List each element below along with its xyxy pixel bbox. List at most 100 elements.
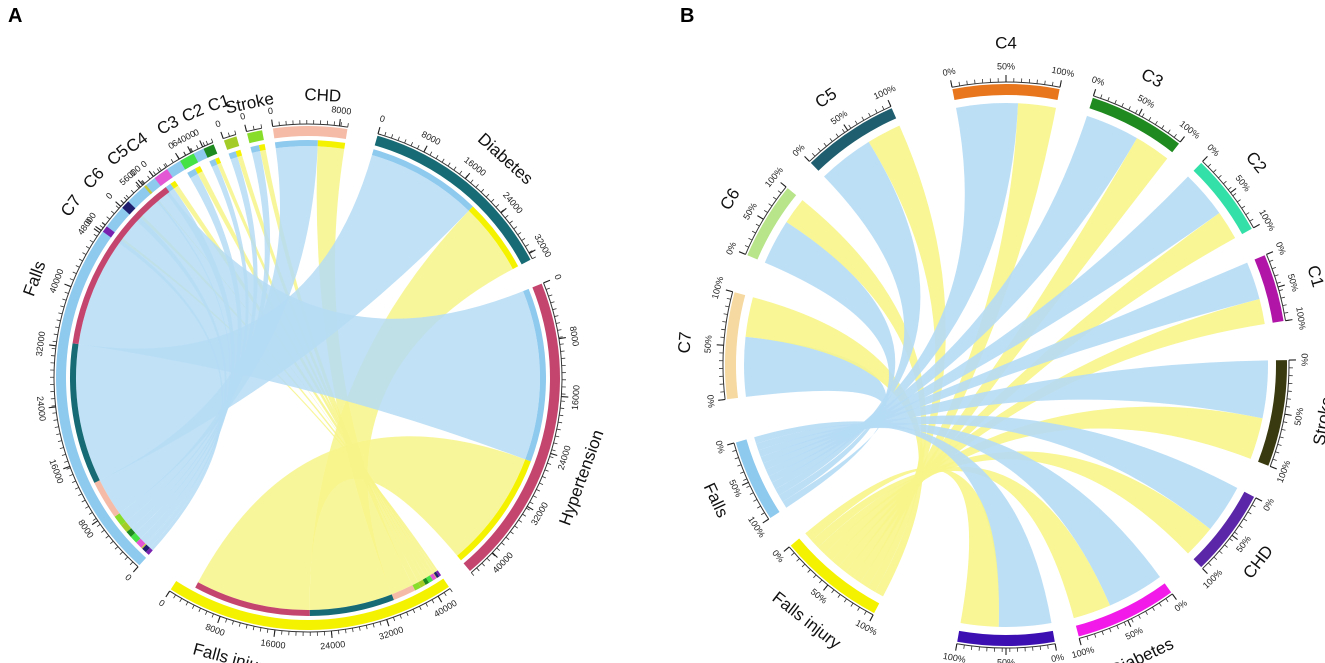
tick-c4-minor-tick: [163, 163, 167, 168]
tick-b-diabetes-minor-tick: [1094, 633, 1097, 638]
tick-hypertension-minor-tick: [501, 542, 505, 546]
tick-diabetes-minor-tick: [517, 232, 522, 236]
tick-b-falls-injury-minor-tick: [819, 579, 823, 584]
tick-c4-axis-line: [153, 167, 167, 177]
tick-b-c4-minor-tick: [1044, 80, 1046, 85]
source-band-falls-c1: [121, 521, 132, 532]
tick-b-falls-tick-label: 0%: [714, 439, 727, 454]
falls-major-tick: [49, 344, 57, 347]
tick-b-c1-minor-tick: [1271, 266, 1277, 270]
tick-b-c2-minor-tick: [1207, 163, 1212, 168]
tick-b-falls-injury-minor-tick: [864, 610, 867, 615]
tick-hypertension-tick-label: 16000: [570, 385, 582, 411]
target-band-c2-falls-injury: [215, 157, 222, 165]
tick-b-c1-minor-tick: [1280, 296, 1285, 299]
tick-b-c1-minor-tick: [1282, 304, 1287, 307]
tick-hypertension-minor-tick: [545, 287, 550, 290]
tick-b-c2-minor-tick: [1237, 199, 1241, 203]
ribbon-falls-to-c5: [775, 141, 921, 496]
tick-hypertension-minor-tick: [505, 536, 510, 540]
source-band-falls-c4: [136, 538, 146, 548]
ribbon-falls-injury-to-diabetes: [309, 210, 513, 610]
label-c7: C7: [57, 191, 85, 220]
target-band-stroke-falls: [250, 145, 261, 153]
falls-minor-tick: [119, 551, 124, 555]
tick-b-diabetes-minor-tick: [1165, 598, 1169, 603]
falls-injury-tick-label: 8000: [204, 622, 226, 638]
tick-b-diabetes-major-tick: [1127, 620, 1132, 627]
tick-b-hypertension-tick-label: 50%: [997, 657, 1015, 663]
ribbon-falls-injury-to-c4: [852, 103, 1056, 583]
tick-b-stroke-tick-label: 50%: [1292, 407, 1305, 426]
tick-b-c5-minor-tick: [854, 120, 858, 125]
tick-b-stroke-minor-tick: [1281, 428, 1286, 431]
tick-hypertension-minor-tick: [559, 343, 564, 345]
tick-hypertension-minor-tick: [491, 552, 496, 557]
tick-diabetes-tick-label: 0: [379, 113, 387, 124]
tick-c2-major-tick: [199, 140, 204, 148]
label-c3: C3: [154, 112, 182, 139]
arc-b-c7: [724, 292, 746, 400]
falls-minor-tick: [170, 159, 174, 163]
tick-chd-major-tick: [338, 118, 341, 127]
tick-hypertension-tick-label: 24000: [556, 444, 573, 471]
arc-c2: [203, 144, 218, 158]
falls-injury-minor-tick: [173, 594, 176, 599]
target-band-stroke-falls-injury: [258, 143, 266, 151]
source-band-falls-c3: [130, 532, 141, 543]
tick-c5-tick-label: 0: [127, 168, 137, 179]
tick-hypertension-minor-tick: [558, 336, 563, 338]
ribbon-falls-injury-to-diabetes: [811, 466, 1111, 619]
falls-injury-minor-tick: [192, 604, 195, 609]
ribbon-falls-injury-to-c2: [217, 162, 426, 580]
falls-minor-tick: [101, 222, 106, 226]
falls-minor-tick: [92, 518, 97, 521]
tick-diabetes-tick-label: 32000: [532, 232, 553, 259]
tick-b-c3-minor-tick: [1121, 102, 1124, 107]
tick-b-falls-injury-minor-tick: [813, 574, 817, 579]
falls-minor-tick: [115, 205, 120, 209]
tick-hypertension-tick-label: 0: [552, 273, 563, 281]
tick-b-c2-minor-tick: [1218, 175, 1222, 179]
tick-b-c2-major-tick: [1253, 223, 1260, 229]
falls-minor-tick: [60, 305, 65, 308]
tick-b-diabetes-minor-tick: [1086, 636, 1089, 641]
tick-b-c3-minor-tick: [1107, 97, 1110, 102]
source-band-falls-injury-c4: [429, 573, 437, 581]
tick-hypertension-major-tick: [558, 337, 566, 340]
tick-b-c5-axis-line: [809, 106, 892, 162]
tick-c7-axis-line: [100, 224, 106, 231]
falls-injury-major-tick: [217, 616, 221, 624]
panel-a-ribbons: [76, 146, 540, 610]
falls-minor-tick: [75, 265, 80, 268]
tick-chd-major-tick: [271, 119, 274, 127]
tick-b-c1-minor-tick: [1276, 281, 1281, 284]
tick-b-c7-minor-tick: [725, 305, 730, 308]
tick-c5-minor-tick: [140, 180, 145, 185]
tick-b-diabetes-major-tick: [1171, 593, 1177, 600]
source-band-falls-injury-c7: [435, 570, 442, 577]
tick-diabetes-minor-tick: [525, 244, 529, 247]
source-band-falls-injury-diabetes: [309, 594, 394, 616]
tick-hypertension-minor-tick: [476, 567, 480, 572]
tick-hypertension-minor-tick: [481, 562, 485, 567]
tick-c6-minor-tick: [123, 196, 128, 201]
tick-b-c7-minor-tick: [726, 297, 731, 300]
source-band-falls-c2: [126, 528, 136, 537]
tick-b-c4-major-tick: [950, 80, 953, 88]
tick-hypertension-tick-label: 32000: [529, 500, 550, 527]
arc-hypertension: [463, 283, 561, 572]
tick-c7-minor-tick: [101, 222, 106, 226]
tick-chd-minor-tick: [347, 123, 349, 128]
tick-b-c2-minor-tick: [1249, 218, 1254, 222]
falls-tick-label: 32000: [34, 331, 47, 357]
tick-b-c1-minor-tick: [1284, 312, 1289, 314]
tick-hypertension-minor-tick: [514, 525, 519, 529]
arc-b-c5: [810, 108, 897, 171]
tick-b-chd-minor-tick: [1251, 504, 1256, 508]
tick-b-falls-injury-minor-tick: [791, 552, 795, 556]
source-band-falls-injury-hypertension: [195, 582, 310, 616]
arc-c6: [122, 201, 136, 215]
falls-minor-tick: [105, 535, 110, 539]
falls-minor-tick: [52, 340, 57, 343]
